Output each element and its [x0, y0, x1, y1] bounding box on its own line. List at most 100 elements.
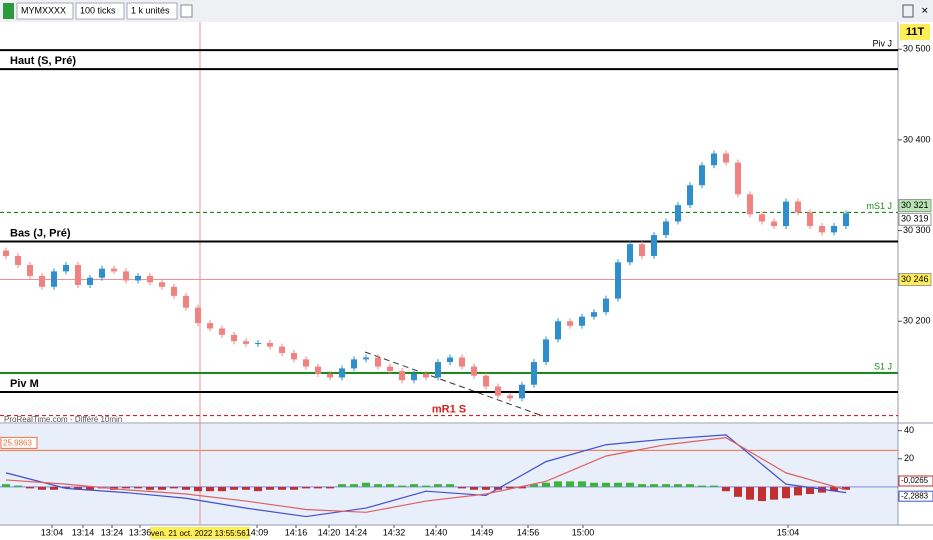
- logo: [3, 3, 14, 19]
- histogram-bar: [374, 484, 382, 487]
- x-tick-label: 14:24: [345, 527, 368, 537]
- candle-body: [171, 286, 177, 296]
- candle-body: [459, 357, 465, 367]
- candle-body: [399, 371, 405, 381]
- candle-body: [807, 212, 813, 227]
- candle-body: [663, 221, 669, 236]
- price-tag: [898, 199, 932, 213]
- histogram-bar: [122, 486, 130, 489]
- histogram-bar: [518, 486, 526, 489]
- histogram-bar: [242, 486, 250, 490]
- histogram-bar: [194, 486, 202, 492]
- candle-body: [591, 312, 597, 317]
- histogram-bar: [302, 486, 310, 489]
- price-tag-label: 30 319: [901, 214, 929, 224]
- candle-body: [579, 316, 585, 326]
- histogram-bar: [62, 486, 70, 489]
- histogram-bar: [650, 484, 658, 487]
- level-label: mS1 J: [866, 201, 892, 211]
- candle-body: [27, 265, 33, 276]
- histogram-bar: [38, 486, 46, 490]
- y-tick-label: 30 300: [903, 225, 931, 235]
- histogram-bar: [674, 484, 682, 487]
- candle-body: [471, 366, 477, 376]
- indicator-panel: [0, 424, 898, 525]
- candle-body: [15, 255, 21, 266]
- value-tag-label: -0,0265: [901, 476, 929, 485]
- histogram-bar: [230, 486, 238, 490]
- candle-body: [255, 343, 261, 345]
- candle-body: [483, 375, 489, 387]
- candle-body: [711, 153, 717, 166]
- candle-body: [735, 162, 741, 195]
- histogram-bar: [770, 486, 778, 500]
- level-tag-label: 25,9863: [3, 438, 32, 447]
- candle-body: [339, 368, 345, 378]
- candle-body: [519, 384, 525, 399]
- histogram-bar: [386, 484, 394, 487]
- histogram-bar: [698, 485, 706, 487]
- histogram-bar: [86, 486, 94, 490]
- badge-box: [900, 24, 930, 40]
- candle-body: [267, 343, 273, 347]
- candle-body: [291, 352, 297, 360]
- x-tick-label: 13:36: [129, 527, 152, 537]
- value-tag: [898, 490, 933, 502]
- candle-body: [531, 362, 537, 385]
- close-button[interactable]: ✕: [921, 5, 929, 15]
- candle-body: [351, 359, 357, 369]
- candle-body: [831, 226, 837, 233]
- candle-body: [243, 341, 249, 344]
- histogram-bar: [722, 486, 730, 492]
- price-tag: [898, 212, 932, 226]
- histogram-bar: [794, 486, 802, 496]
- x-tick-label: 13:14: [72, 527, 95, 537]
- histogram-bar: [266, 486, 274, 490]
- candle-body: [231, 334, 237, 342]
- x-tick-label: 15:04: [777, 527, 800, 537]
- crosshair-date-box: [150, 527, 250, 539]
- x-tick-label: 14:16: [285, 527, 308, 537]
- candle-body: [687, 185, 693, 206]
- candle-body: [639, 244, 645, 256]
- histogram-bar: [134, 486, 142, 489]
- candle-body: [99, 268, 105, 278]
- histogram-bar: [2, 484, 10, 487]
- histogram-bar: [758, 486, 766, 502]
- histogram-bar: [638, 484, 646, 487]
- histogram-bar: [614, 482, 622, 487]
- candle-body: [771, 221, 777, 227]
- histogram-bar: [218, 486, 226, 492]
- maximize-button[interactable]: [902, 4, 914, 18]
- histogram-bar: [410, 484, 418, 487]
- value-tag-label: -2,2883: [901, 491, 929, 500]
- candle-body: [615, 262, 621, 299]
- candle-body: [147, 275, 153, 283]
- histogram-bar: [746, 486, 754, 500]
- x-tick-label: 14:09: [246, 527, 269, 537]
- histogram-bar: [314, 486, 322, 489]
- histogram-bar: [542, 482, 550, 487]
- candle-body: [555, 321, 561, 340]
- candle-body: [39, 275, 45, 287]
- units-select[interactable]: [126, 2, 178, 20]
- histogram-bar: [170, 486, 178, 489]
- level-label: S1 J: [874, 361, 892, 371]
- histogram-bar: [290, 486, 298, 490]
- badge: 11T: [906, 26, 925, 38]
- price-tag-label: 30 321: [901, 200, 929, 210]
- histogram-bar: [158, 486, 166, 490]
- candle-body: [567, 321, 573, 326]
- histogram-bar: [278, 486, 286, 490]
- candle-body: [375, 357, 381, 367]
- candle-body: [651, 235, 657, 256]
- candle-body: [51, 271, 57, 287]
- ticks-select[interactable]: [75, 2, 125, 20]
- info-button[interactable]: [180, 4, 193, 18]
- histogram-bar: [482, 486, 490, 490]
- instrument-select[interactable]: [16, 2, 74, 20]
- x-tick-label: 13:24: [101, 527, 124, 537]
- histogram-bar: [422, 485, 430, 487]
- candle-body: [87, 277, 93, 285]
